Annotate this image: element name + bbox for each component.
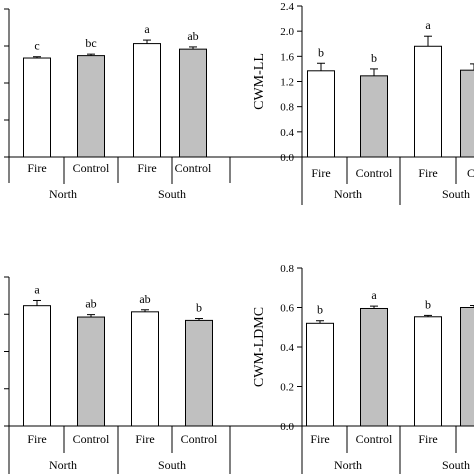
y-tick-label: 1.6 — [280, 51, 294, 63]
bar — [23, 305, 51, 427]
category-label: Fire — [137, 161, 156, 175]
y-tick-label: 0.8 — [280, 102, 294, 114]
significance-letter: ab — [187, 29, 198, 43]
bar — [131, 311, 159, 427]
category-label: Fire — [27, 432, 46, 446]
significance-letter: a — [371, 288, 377, 302]
panel-4: 0.0 0.2 0.4 0.6 0.8 CWM-LDMC b a b Fire Control Fir… — [252, 263, 474, 474]
group-label: North — [49, 458, 77, 472]
significance-letter: a — [144, 22, 150, 36]
y-tick-label: 0.4 — [280, 127, 294, 139]
category-label: Control — [181, 432, 218, 446]
group-label: North — [334, 458, 362, 472]
category-label: Control — [356, 166, 393, 180]
bar — [414, 45, 442, 158]
panel-2: 0.0 0.4 0.8 1.2 1.6 2.0 2.4 CWM-LL b b a Fire Contro… — [252, 1, 474, 205]
bar — [306, 322, 334, 427]
category-label: Fire — [135, 432, 154, 446]
y-tick-label: 0.6 — [280, 303, 294, 315]
category-label: Co — [467, 166, 474, 180]
significance-letter: b — [196, 301, 202, 315]
bar — [460, 69, 474, 158]
bar — [23, 57, 51, 158]
category-label: Control — [356, 432, 393, 446]
category-label: Fire — [310, 432, 329, 446]
category-label: Fire — [418, 432, 437, 446]
y-axis-title: CWM-LDMC — [252, 307, 267, 387]
significance-letter: bc — [85, 36, 96, 50]
y-axis-title: CWM-LL — [252, 53, 267, 110]
category-label: Control — [73, 161, 110, 175]
y-tick-label: 1.2 — [280, 77, 294, 89]
group-label: South — [442, 458, 470, 472]
bar — [360, 307, 388, 427]
bar — [307, 70, 335, 158]
bar — [414, 316, 442, 427]
y-tick-label: 0.4 — [280, 342, 294, 354]
bar — [133, 43, 161, 158]
significance-letter: a — [425, 18, 431, 32]
y-tick-label: 2.0 — [280, 26, 294, 38]
bar — [179, 48, 207, 158]
significance-letter: ab — [139, 292, 150, 306]
y-tick-label: 0.8 — [280, 263, 294, 275]
category-label: Fire — [418, 166, 437, 180]
y-tick-label: 0.2 — [280, 382, 294, 394]
significance-letter: ab — [85, 297, 96, 311]
significance-letter: c — [34, 39, 39, 53]
significance-letter: b — [318, 45, 324, 59]
group-label: North — [334, 187, 362, 201]
significance-letter: b — [317, 303, 323, 317]
bar — [360, 75, 388, 158]
category-label: Control — [175, 161, 212, 175]
y-tick-label: 0.0 — [280, 152, 294, 164]
group-label: South — [158, 458, 186, 472]
significance-letter: b — [425, 297, 431, 311]
significance-letter: b — [371, 51, 377, 65]
bar — [185, 319, 213, 427]
significance-letter: a — [34, 282, 40, 296]
category-label: Fire — [27, 161, 46, 175]
category-label: Fire — [311, 166, 330, 180]
bar — [77, 55, 105, 158]
y-tick-label: 0.0 — [280, 421, 294, 433]
bar — [460, 307, 474, 427]
group-label: South — [158, 187, 186, 201]
category-label: Control — [73, 432, 110, 446]
group-label: North — [49, 187, 77, 201]
bar — [77, 316, 105, 427]
y-tick-label: 2.4 — [280, 1, 294, 13]
group-label: South — [442, 187, 470, 201]
